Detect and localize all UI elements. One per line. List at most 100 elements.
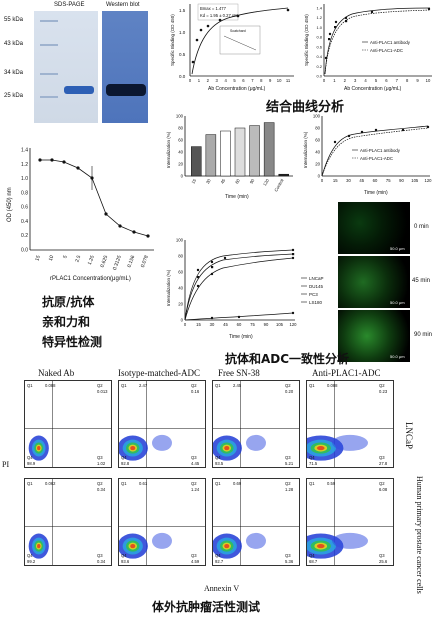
flow-quadrant-label: 2.45	[233, 383, 242, 388]
flow-density-contour	[224, 543, 230, 549]
scale-bar-label: 50.0 μm	[390, 354, 405, 359]
legend-pc3: PC3	[309, 292, 318, 297]
flow-density-contour	[130, 445, 136, 451]
binding1-ylabel: Specific Binding (OD 450)	[170, 14, 175, 66]
x-tick-label: 1	[333, 78, 336, 83]
x-tick-label: 8	[406, 78, 409, 83]
internal-bar-category: 60	[234, 177, 241, 184]
flow-quadrant-label: Q4	[121, 455, 127, 460]
internal-bar-ylabel: Internalization (%)	[166, 131, 171, 168]
internal-cells-xlabel: Time (min)	[229, 334, 253, 340]
y-tick-label: 0.6	[316, 44, 322, 49]
flow-density-contour	[37, 445, 41, 451]
sds-title: SDS-PAGE	[54, 2, 85, 8]
caption-antigen: 抗原/抗体 亲和力和 特异性检测	[42, 292, 102, 352]
x-tick-label: 60	[237, 322, 242, 327]
flow-quadrant-label: 0.23	[379, 389, 388, 394]
x-tick-label: 15	[333, 178, 338, 183]
y-tick-label: 0.4	[316, 54, 322, 59]
x-tick-label: 4	[224, 78, 227, 83]
flow-plot: Q1 2.45 Q2 0.20 Q4 93.5 Q3 5.21	[212, 380, 300, 468]
flow-quadrant-label: 98.9	[27, 461, 36, 466]
flow-plot: Q1 0.61 Q2 1.24 Q4 93.6 Q3 4.59	[118, 478, 206, 566]
caption-binding: 结合曲线分析	[266, 100, 345, 115]
flow-scatter	[213, 479, 299, 565]
scale-bar-label: 50.0 μm	[390, 246, 405, 251]
od-x-tick-label: 15	[34, 254, 42, 261]
flow-quadrant-label: Q2	[285, 481, 291, 486]
flow-quadrant-label: 0.013	[97, 389, 108, 394]
flow-plot: Q1 2.47 Q2 0.16 Q4 92.8 Q3 4.45	[118, 380, 206, 468]
flow-scatter	[307, 479, 393, 565]
internal-bar	[205, 134, 217, 177]
internal-bar	[249, 125, 260, 177]
x-tick-label: 75	[250, 322, 255, 327]
y-tick-label: 0	[318, 174, 321, 179]
y-tick-label: 40	[315, 150, 320, 155]
flow-plot: Q1 0.59 Q2 6.08 Q4 68.7 Q3 25.6	[306, 478, 394, 566]
flow-quadrant-label: Q4	[27, 455, 33, 460]
caption-consistency: 抗体和ADC一致性分析	[225, 352, 350, 366]
od-ylabel: OD (450) nm	[7, 187, 13, 222]
marker-band	[40, 73, 58, 75]
x-tick-label: 0	[321, 178, 324, 183]
flow-density-contour	[316, 445, 325, 451]
flow-quadrant-label: Q1	[215, 383, 221, 388]
x-tick-label: 105	[276, 322, 284, 327]
y-tick-label: 80	[178, 254, 183, 259]
flow-quadrant-label: 0.16	[191, 389, 200, 394]
od-x-tick-label: 0.156	[126, 254, 136, 268]
od-x-tick-label: 1.25	[87, 254, 96, 265]
y-tick-label: 100	[176, 114, 184, 119]
time-label-0min: 0 min	[414, 224, 429, 230]
x-tick-label: 5	[233, 78, 236, 83]
marker-34: 34 kDa	[4, 70, 24, 76]
internal-bar	[278, 173, 289, 177]
x-tick-label: 6	[242, 78, 245, 83]
x-tick-label: 45	[223, 322, 228, 327]
y-tick-label: 0.2	[21, 233, 28, 239]
binding-chart-2: 0.0 0.2 0.4 0.6 0.8 1.0 1.2 1.4 0 1 2 3 4 5 6 7 8 9 10 Ab…	[304, 4, 432, 92]
flow-quadrant-label: Q3	[191, 553, 197, 558]
flow-quadrant-label: Q1	[27, 383, 33, 388]
internal-bar-category: 90	[249, 177, 256, 184]
internal-cells-yticks: 0 20 40 60 80 100	[176, 238, 184, 323]
x-tick-label: 10	[426, 78, 431, 83]
flow-density-contour	[316, 543, 325, 549]
marker-band	[40, 96, 58, 98]
flow-quadrant-label: 4.59	[191, 559, 200, 564]
flow-density-contour	[37, 543, 41, 549]
flow-density-contour	[152, 532, 172, 549]
time-label-45min: 45 min	[412, 278, 431, 284]
x-tick-label: 9	[269, 78, 272, 83]
y-tick-label: 40	[178, 286, 183, 291]
time-label-90min: 90 min	[414, 332, 433, 338]
flow-plot: Q1 0.69 Q2 1.28 Q4 92.7 Q3 5.36	[212, 478, 300, 566]
y-tick-label: 0.4	[21, 219, 28, 225]
flow-quadrant-label: Q4	[27, 553, 33, 558]
internal-bar-category: 15	[190, 177, 197, 184]
y-tick-label: 1.2	[21, 162, 28, 168]
flow-quadrant-label: Q1	[121, 481, 127, 486]
flow-quadrant-label: Q3	[285, 455, 291, 460]
flow-quadrant-label: 93.5	[215, 461, 224, 466]
binding2-xticks: 0 1 2 3 4 5 6 7 8 9 10	[323, 78, 431, 83]
caption-antigen-line1: 抗原/抗体	[42, 295, 95, 309]
binding2-ylabel: Specific Binding (OD 450)	[304, 14, 309, 66]
flow-quadrant-label: 27.8	[379, 461, 388, 466]
x-tick-label: 120	[290, 322, 298, 327]
internal-bar-category: 45	[220, 177, 227, 184]
x-tick-label: 90	[264, 322, 269, 327]
flow-yaxis-label: PI	[2, 460, 10, 469]
y-tick-label: 40	[178, 150, 183, 155]
x-tick-label: 60	[373, 178, 378, 183]
binding1-inset: Scatchard	[230, 29, 246, 33]
flow-quadrant-label: Q3	[285, 553, 291, 558]
flow-plot: Q1 0.062 Q2 0.34 Q4 99.2 Q3 0.34	[24, 478, 112, 566]
internal-line-legend-adc: Anti-PLAC1-ADC	[360, 156, 393, 161]
y-tick-label: 0	[181, 174, 184, 179]
x-tick-label: 30	[346, 178, 351, 183]
binding1-xticks: 0 1 2 3 4 5 6 7 8 9 10 11	[189, 78, 291, 83]
od-x-tick-label: 10	[48, 254, 56, 261]
flow-quadrant-label: Q4	[309, 455, 315, 460]
